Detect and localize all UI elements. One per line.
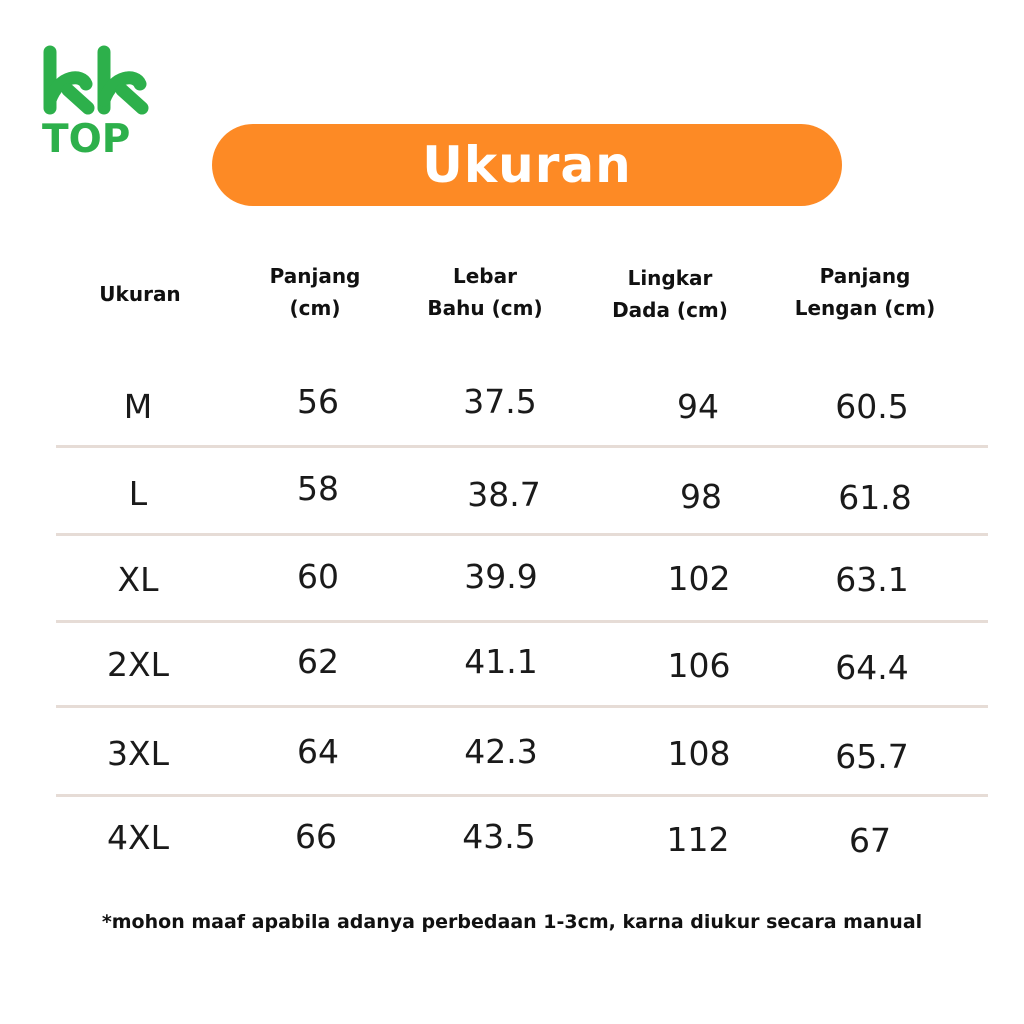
title-banner: Ukuran — [212, 124, 842, 206]
brand-logo: TOP — [42, 44, 152, 164]
cell-sleeve: 65.7 — [835, 737, 909, 776]
header-shoulder-width: Lebar Bahu (cm) — [427, 264, 543, 320]
cell-sleeve: 61.8 — [838, 478, 912, 517]
row-divider — [56, 533, 988, 536]
cell-chest: 94 — [677, 387, 719, 426]
cell-chest: 106 — [667, 646, 731, 685]
header-size: Ukuran — [99, 282, 181, 306]
header-chest: Lingkar Dada (cm) — [612, 266, 728, 322]
footnote: *mohon maaf apabila adanya perbedaan 1-3… — [101, 911, 923, 933]
cell-sleeve: 60.5 — [835, 387, 909, 426]
cell-chest: 108 — [667, 734, 731, 773]
cell-size: M — [123, 387, 153, 426]
cell-length: 64 — [297, 732, 339, 771]
cell-shoulder: 38.7 — [467, 475, 541, 514]
cell-sleeve: 63.1 — [835, 560, 909, 599]
header-sleeve-length: Panjang Lengan (cm) — [794, 264, 936, 320]
cell-shoulder: 37.5 — [463, 382, 537, 421]
cell-size: 2XL — [107, 645, 169, 684]
kk-logo-mark-icon — [43, 45, 149, 115]
row-divider — [56, 445, 988, 448]
cell-chest: 98 — [680, 477, 722, 516]
cell-sleeve: 67 — [849, 821, 891, 860]
cell-size: XL — [117, 560, 159, 599]
cell-length: 62 — [297, 642, 339, 681]
cell-size: 3XL — [107, 734, 169, 773]
cell-shoulder: 41.1 — [464, 642, 538, 681]
cell-shoulder: 39.9 — [464, 557, 538, 596]
logo-wordmark: TOP — [42, 117, 131, 162]
row-divider — [56, 620, 988, 623]
page-title: Ukuran — [422, 136, 632, 194]
cell-size: 4XL — [107, 818, 169, 857]
cell-length: 58 — [297, 469, 339, 508]
cell-length: 66 — [295, 817, 337, 856]
cell-shoulder: 42.3 — [464, 732, 538, 771]
cell-length: 60 — [297, 557, 339, 596]
row-divider — [56, 794, 988, 797]
header-length: Panjang (cm) — [269, 264, 361, 320]
cell-size: L — [128, 474, 148, 513]
cell-shoulder: 43.5 — [462, 817, 536, 856]
cell-sleeve: 64.4 — [835, 648, 909, 687]
cell-chest: 112 — [666, 820, 730, 859]
row-divider — [56, 705, 988, 708]
cell-chest: 102 — [667, 559, 731, 598]
cell-length: 56 — [297, 382, 339, 421]
